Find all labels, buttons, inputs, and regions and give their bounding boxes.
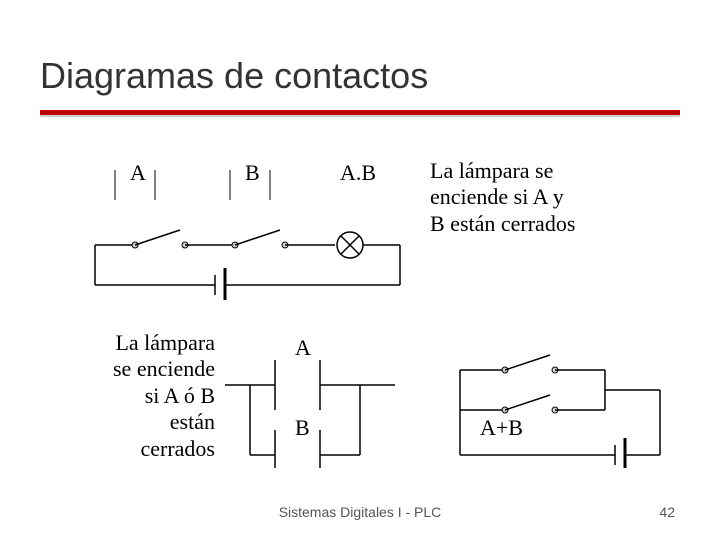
circuit-and	[80, 160, 420, 300]
footer-page: 42	[659, 504, 675, 520]
desc-and: La lámpara seenciende si A yB están cerr…	[430, 158, 650, 237]
circuit-or-ladder	[220, 330, 410, 470]
circuit-or-physical	[445, 330, 675, 470]
desc-or: La lámparase enciendesi A ó Bestáncerrad…	[85, 330, 215, 462]
title-gray-bar	[40, 115, 680, 117]
footer-text: Sistemas Digitales I - PLC	[0, 504, 720, 520]
page-title: Diagramas de contactos	[40, 55, 428, 97]
